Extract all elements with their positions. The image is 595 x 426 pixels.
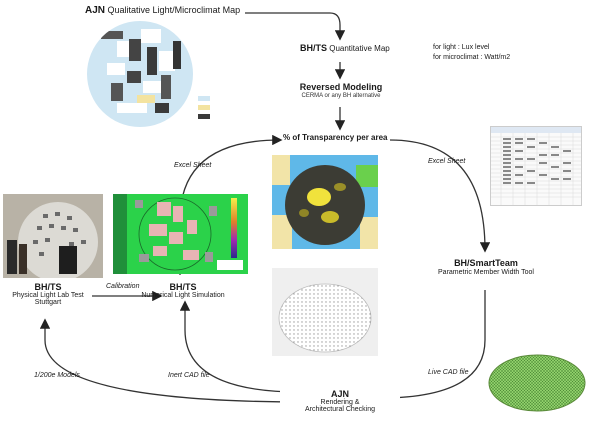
map-legend: [198, 94, 268, 121]
quantitative-notes: for light : Lux level for microclimat : …: [433, 44, 511, 61]
calibration-label: Calibration: [106, 283, 140, 290]
spreadsheet-thumbnail: [490, 126, 582, 206]
arrow-ajn-to-lab: [39, 318, 306, 403]
models-label: 1/200e Models: [34, 372, 80, 379]
smartteam-block: BH/SmartTeam Parametric Member Width Too…: [438, 258, 534, 276]
numerical-simulation-block: BH/TS Numerical Light Simulation: [141, 282, 225, 299]
qualitative-map-image: [87, 21, 193, 127]
dome-lattice-photo: [272, 268, 378, 356]
arrow-ajn-to-numerical: [179, 300, 301, 393]
arrow-transparency-to-smartteam: [389, 139, 491, 253]
dome-transparency-render: [272, 155, 378, 249]
light-lab-photo: [3, 194, 103, 278]
inert-cad-label: Inert CAD file: [168, 372, 210, 379]
reversed-modeling-block: Reversed Modeling CERMA or any BH altern…: [299, 82, 383, 99]
arrow-qualitative-to-quantitative: [245, 12, 346, 41]
ajn-rendering-block: AJN Rendering & Architectural Checking: [280, 389, 400, 413]
excel-sheet-right-label: Excel Sheet: [428, 158, 466, 165]
live-cad-label: Live CAD file: [428, 369, 469, 376]
legend-swatch: [198, 114, 210, 119]
legend-item: [198, 103, 268, 112]
qualitative-map-title: AJN Qualitative Light/Microclimat Map: [85, 5, 241, 16]
transparency-label: % of Transparency per area: [283, 133, 388, 142]
green-mesh-dome: [487, 350, 587, 416]
quantitative-map-label: BH/TS Quantitative Map: [300, 43, 390, 53]
legend-swatch: [198, 96, 210, 101]
arrow-smartteam-to-ajn: [377, 290, 486, 404]
legend-item: [198, 94, 268, 103]
numerical-simulation-image: [113, 194, 248, 274]
legend-swatch: [198, 105, 210, 110]
lab-test-block: BH/TS Physical Light Lab Test Stuttgart: [12, 282, 84, 306]
excel-sheet-left-label: Excel Sheet: [174, 162, 212, 169]
legend-item: [198, 112, 268, 121]
